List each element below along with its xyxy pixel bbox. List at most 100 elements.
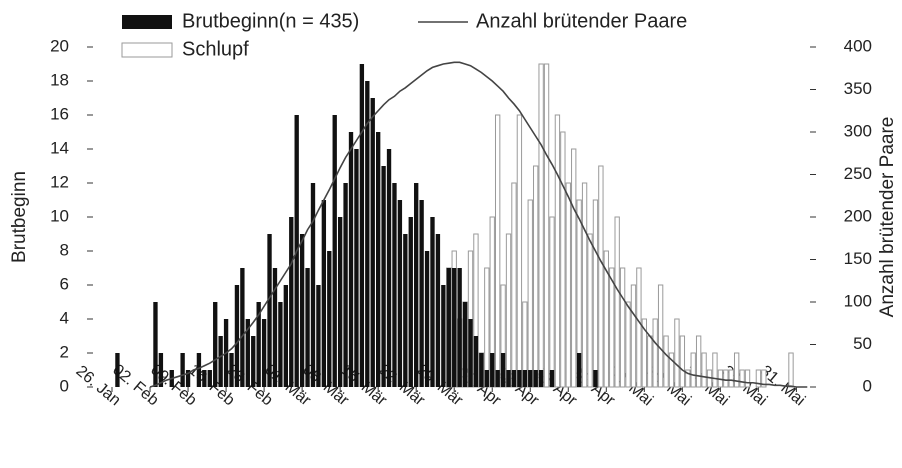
bar (381, 166, 386, 387)
bar (468, 319, 473, 387)
bar (158, 353, 164, 387)
bar (446, 268, 451, 387)
bar (598, 165, 604, 388)
bar (479, 353, 484, 387)
legend-swatch (122, 15, 172, 29)
bar (272, 268, 278, 387)
bar (321, 200, 327, 387)
bar (229, 353, 234, 387)
legend-label: Brutbeginn(n = 435) (182, 10, 359, 32)
y-tick-label: 10 (50, 206, 69, 225)
bar (392, 183, 397, 387)
y2-axis-label: Anzahl brütender Paare (877, 117, 898, 318)
bar (630, 284, 637, 388)
bar (337, 217, 343, 387)
bar (261, 319, 267, 387)
y-tick-label: 0 (60, 376, 69, 395)
bar (576, 353, 582, 387)
bar (505, 233, 512, 388)
bar (609, 267, 615, 388)
y2-tick-label: 300 (844, 121, 872, 140)
bar (587, 233, 593, 388)
bar (517, 370, 522, 387)
y2-tick-label: 100 (844, 291, 872, 310)
bar (332, 115, 337, 387)
bar (435, 234, 441, 387)
bar (462, 302, 468, 387)
bar (327, 251, 332, 387)
bar (603, 250, 609, 388)
y-tick-label: 12 (50, 172, 69, 191)
bar (495, 370, 500, 387)
bar (663, 335, 669, 388)
bar (115, 353, 120, 387)
bar (370, 98, 375, 387)
bar (761, 369, 767, 388)
bar (441, 285, 446, 387)
bar (256, 302, 261, 387)
y2-tick-label: 50 (853, 334, 872, 353)
bar (592, 199, 599, 388)
bar (739, 369, 745, 388)
bar (185, 370, 191, 387)
bar (614, 216, 620, 388)
bar (690, 352, 696, 388)
bar (533, 165, 539, 388)
bar (305, 268, 310, 387)
y2-tick-label: 250 (844, 164, 872, 183)
bar (560, 131, 566, 388)
bar (240, 268, 245, 387)
bar (484, 370, 489, 387)
bar (310, 183, 316, 387)
bar (581, 182, 588, 388)
bar (251, 336, 256, 387)
bar (424, 251, 430, 387)
bar (359, 64, 365, 387)
bar (625, 301, 631, 388)
bar (527, 199, 533, 388)
bar (755, 369, 762, 388)
y2-tick-label: 350 (844, 79, 872, 98)
bar (457, 268, 462, 387)
bar (528, 370, 533, 387)
bar (213, 302, 218, 387)
bar (511, 182, 517, 388)
bar (657, 284, 664, 388)
bar (744, 369, 751, 388)
bar (218, 336, 223, 387)
bar (354, 149, 359, 387)
legend-label: Anzahl brütender Paare (476, 10, 687, 32)
bar (685, 369, 691, 388)
bar (278, 302, 283, 387)
bar (180, 353, 185, 387)
y-tick-label: 2 (60, 342, 69, 361)
y-tick-label: 6 (60, 274, 69, 293)
bar (397, 200, 403, 387)
y2-tick-label: 150 (844, 249, 872, 268)
bar (571, 148, 577, 388)
bar (207, 370, 212, 387)
bar (375, 132, 381, 387)
bar (511, 370, 517, 387)
bar (712, 352, 718, 388)
bar (452, 268, 457, 387)
bar (636, 267, 642, 388)
y-tick-label: 20 (50, 36, 69, 55)
bar (386, 149, 392, 387)
bar (403, 234, 408, 387)
bar (419, 200, 424, 387)
bar (652, 318, 658, 388)
bar (695, 335, 702, 388)
y-tick-label: 18 (50, 70, 69, 89)
bar (245, 319, 250, 387)
bar (299, 234, 305, 387)
bar (500, 353, 506, 387)
bar (316, 285, 321, 387)
y2-tick-label: 200 (844, 206, 872, 225)
y2-tick-label: 400 (844, 36, 872, 55)
bar (641, 318, 648, 388)
bar (506, 370, 511, 387)
bar (549, 216, 555, 388)
bar (343, 183, 348, 387)
